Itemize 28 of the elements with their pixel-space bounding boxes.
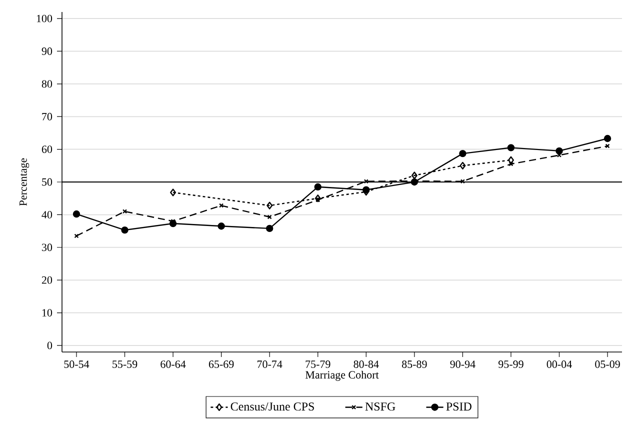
y-tick-label: 10 (42, 309, 52, 316)
y-tick-label: 20 (42, 276, 52, 284)
x-tick-label: 75-79 (306, 360, 330, 368)
legend-label: Census/June CPS (230, 402, 314, 411)
y-tick-label: 0 (47, 342, 52, 350)
y-axis-title: Percentage (20, 158, 30, 206)
legend-label: PSID (446, 402, 472, 411)
y-tick-label: 60 (42, 146, 52, 154)
y-tick-label: 40 (42, 210, 52, 218)
y-tick-label: 80 (42, 80, 52, 88)
y-tick-label: 70 (42, 112, 52, 120)
x-tick-label: 50-54 (64, 360, 90, 368)
x-tick-label: 00-04 (546, 360, 572, 368)
y-tick-label: 30 (42, 244, 52, 252)
x-tick-label: 65-69 (208, 360, 234, 368)
y-tick-label: 100 (36, 14, 52, 22)
x-axis-title: Marriage Cohort (306, 370, 379, 381)
x-tick-label: 60-64 (160, 360, 186, 368)
x-tick-label: 70-74 (257, 360, 282, 368)
y-tick-label: 90 (42, 48, 52, 55)
y-tick-label: 50 (42, 178, 52, 186)
legend-label: NSFG (365, 402, 396, 411)
x-tick-label: 80-84 (354, 360, 379, 368)
x-tick-label: 85-89 (402, 360, 427, 368)
x-tick-label: 90-94 (450, 360, 476, 368)
x-tick-label: 95-99 (498, 360, 524, 368)
x-tick-label: 55-59 (112, 360, 138, 368)
x-tick-label: 05-09 (595, 360, 620, 368)
